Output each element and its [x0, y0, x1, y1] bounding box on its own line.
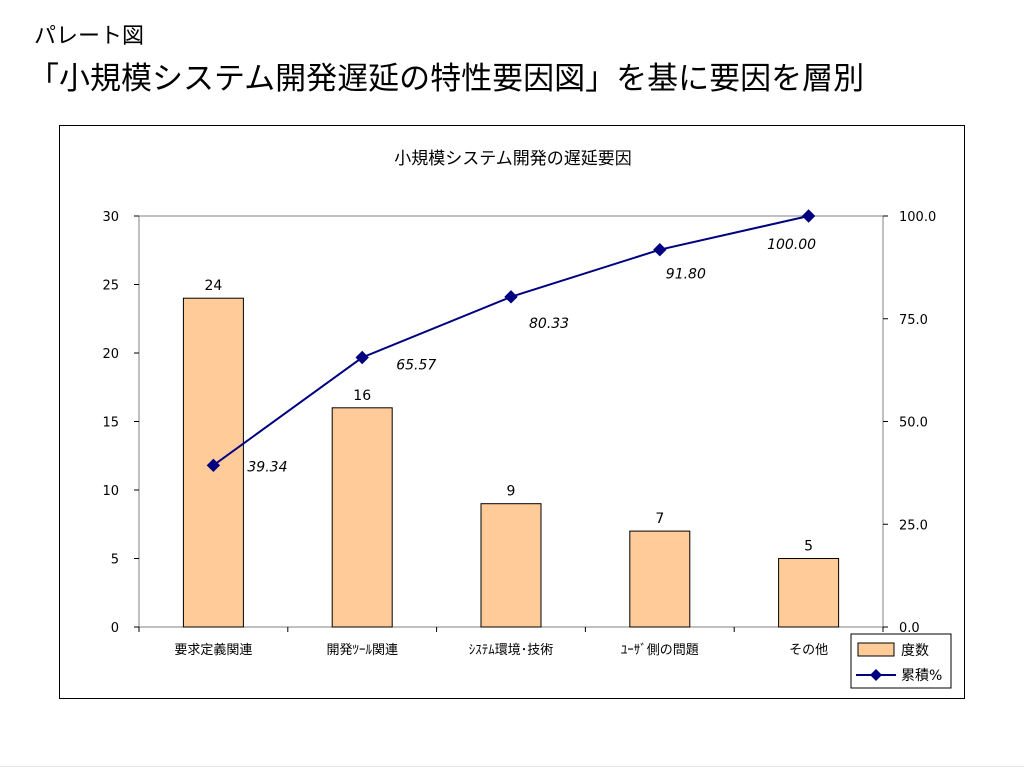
- cumulative-value-label: 100.00: [767, 237, 816, 253]
- cumulative-marker: [653, 242, 667, 257]
- x-category-label: 要求定義関連: [174, 642, 252, 658]
- slide-subtitle: パレート図: [34, 24, 145, 49]
- bar: [629, 530, 691, 628]
- cumulative-value-label: 80.33: [529, 316, 569, 332]
- y-left-tick-label: 0: [111, 621, 119, 636]
- y-left-tick-label: 20: [102, 347, 119, 362]
- bar: [480, 503, 542, 628]
- chart-title: 小規模システム開発の遅延要因: [394, 149, 632, 169]
- chart-frame: 小規模システム開発の遅延要因 0 5 10 15 20 25 30 0.0 25.0 50.0 75…: [59, 125, 965, 699]
- bar-value-label: 7: [655, 511, 664, 527]
- bar-value-label: 5: [804, 539, 813, 555]
- y-right-tick-label: 100.0: [899, 210, 936, 225]
- legend-bar-swatch: [857, 642, 895, 657]
- bar-value-label: 24: [204, 278, 222, 294]
- bar: [331, 407, 393, 628]
- cumulative-value-label: 39.34: [247, 459, 287, 475]
- cumulative-marker: [504, 290, 518, 304]
- cumulative-marker: [801, 209, 816, 223]
- y-right-tick-label: 25.0: [899, 518, 928, 533]
- y-right-tick-label: 50.0: [899, 416, 928, 431]
- y-left-tick-label: 30: [102, 210, 119, 225]
- y-left-tick-label: 15: [102, 416, 119, 431]
- pareto-chart: 小規模システム開発の遅延要因 0510152025300.025.050.075…: [102, 149, 952, 689]
- x-category-label: 開発ﾂｰﾙ関連: [326, 643, 398, 658]
- y-left-tick-label: 25: [102, 279, 119, 294]
- cumulative-marker: [355, 350, 369, 365]
- y-right-tick-label: 75.0: [899, 313, 928, 328]
- x-category-label: ﾕｰｻﾞ側の問題: [621, 643, 699, 658]
- bar-value-label: 16: [353, 388, 371, 404]
- y-left-tick-label: 5: [111, 553, 119, 568]
- x-category-label: ｼｽﾃﾑ環境･技術: [469, 643, 554, 658]
- cumulative-marker: [206, 458, 221, 473]
- bar-value-label: 9: [507, 484, 516, 500]
- y-left-tick-label: 10: [102, 484, 119, 499]
- legend-bar-label: 度数: [901, 643, 929, 659]
- cumulative-value-label: 65.57: [396, 358, 436, 374]
- slide-title: 「小規模システム開発遅延の特性要因図」を基に要因を層別: [28, 61, 865, 97]
- legend-line-marker: [870, 669, 882, 681]
- bar: [778, 558, 840, 628]
- cumulative-value-label: 91.80: [666, 267, 706, 283]
- footer-divider: [0, 766, 1024, 767]
- legend-line-label: 累積%: [901, 668, 942, 684]
- y-right-tick-label: 0.0: [899, 621, 920, 636]
- cumulative-line: [212, 215, 809, 467]
- x-category-label: その他: [789, 643, 828, 658]
